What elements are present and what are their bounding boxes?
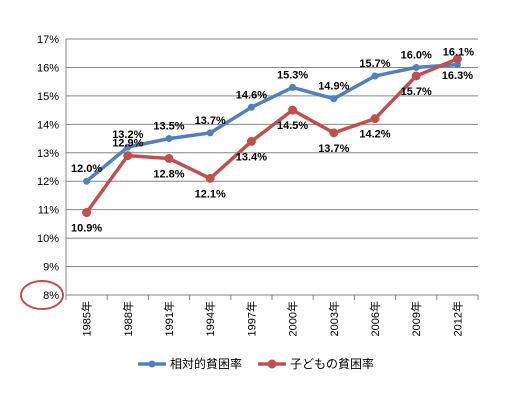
x-axis-tick-labels: 1985年 1988年 1991年 1994年 1997年 2000年 2003年 2006年… [80, 301, 465, 336]
data-point-s1-1985年 [82, 208, 92, 218]
data-label-s1-1991年: 12.8% [153, 168, 184, 180]
data-label-s1-1997年: 13.4% [236, 151, 267, 163]
y-tick-label-17pct: 17% [37, 34, 59, 46]
y-tick-label-12pct: 12% [37, 176, 59, 188]
data-labels: 12.0% 13.2% 13.5% 13.7% 14.6% 15.3% 14.9% 15.7%… [71, 47, 474, 235]
data-label-s1-2012年: 16.3% [442, 70, 473, 82]
data-point-s0-1985年 [83, 177, 91, 185]
data-point-s1-2009年 [411, 71, 421, 81]
y-axis-tick-labels: 8% 9% 10% 11% 12% 13% 14% 15% 16% 17% [37, 34, 59, 302]
x-tick-label-2000年: 2000年 [286, 301, 300, 336]
data-label-s0-2003年: 14.9% [318, 81, 349, 93]
data-label-s0-2009年: 16.0% [401, 49, 432, 61]
data-point-s1-1997年 [246, 136, 256, 146]
data-label-s1-2000年: 14.5% [277, 120, 308, 132]
data-label-s1-1994年: 12.1% [195, 188, 226, 200]
x-tick-label-2012年: 2012年 [450, 301, 464, 336]
data-point-s0-1997年 [247, 103, 255, 111]
data-point-s0-2006年 [371, 72, 379, 80]
annotation-layer [20, 280, 64, 310]
data-label-s0-1985年: 12.0% [71, 163, 102, 175]
series-line-1 [85, 57, 459, 214]
data-label-s0-2012年: 16.1% [443, 47, 474, 59]
data-point-s0-1994年 [206, 129, 214, 137]
legend-marker-0 [148, 360, 156, 368]
legend: 相対的貧困率 子どもの貧困率 [138, 356, 374, 371]
data-label-s0-1988年: 13.2% [112, 129, 143, 141]
x-tick-label-1988年: 1988年 [121, 301, 135, 336]
x-tick-label-2006年: 2006年 [368, 301, 382, 336]
data-label-s0-2006年: 15.7% [359, 58, 390, 70]
data-label-s1-1988年: 12.9% [112, 138, 143, 150]
data-point-s1-2003年 [329, 128, 339, 138]
data-label-s1-2003年: 13.7% [318, 143, 349, 155]
x-tick-label-1997年: 1997年 [244, 301, 258, 336]
y-tick-label-11pct: 11% [38, 205, 59, 217]
data-point-s0-1991年 [165, 135, 173, 143]
data-label-s1-1985年: 10.9% [71, 223, 102, 235]
series-points [82, 54, 462, 218]
data-point-s0-1988年 [124, 143, 132, 151]
x-tick-label-2009年: 2009年 [409, 301, 423, 336]
x-tick-label-1991年: 1991年 [162, 301, 176, 336]
legend-marker-1 [267, 359, 277, 369]
y-tick-label-16pct: 16% [37, 62, 59, 74]
data-label-s0-2000年: 15.3% [277, 69, 308, 81]
data-point-s1-1991年 [164, 153, 174, 163]
data-point-s0-2009年 [412, 63, 420, 71]
data-point-s0-2000年 [289, 83, 297, 91]
y-tick-label-8pct: 8% [43, 290, 59, 302]
y-tick-label-9pct: 9% [43, 262, 59, 274]
axes [65, 39, 479, 300]
x-tick-label-1985年: 1985年 [80, 301, 94, 336]
y-tick-label-15pct: 15% [37, 91, 59, 103]
series-lines [85, 57, 459, 214]
data-point-s0-2003年 [330, 95, 338, 103]
data-point-s1-2000年 [288, 105, 298, 115]
data-point-s1-1988年 [123, 151, 133, 161]
y-tick-label-14pct: 14% [37, 119, 59, 131]
data-label-s0-1991年: 13.5% [153, 121, 184, 133]
data-point-s1-2006年 [370, 114, 380, 124]
legend-label-1: 子どもの貧困率 [290, 356, 374, 371]
x-tick-label-2003年: 2003年 [327, 301, 341, 336]
data-label-s0-1994年: 13.7% [195, 115, 226, 127]
y-tick-label-13pct: 13% [37, 148, 59, 160]
data-label-s0-1997年: 14.6% [236, 89, 267, 101]
y-tick-label-10pct: 10% [37, 233, 59, 245]
data-point-s1-2012年 [452, 54, 462, 64]
series-line-0 [85, 62, 458, 183]
x-tick-label-1994年: 1994年 [203, 301, 217, 336]
data-point-s1-1994年 [205, 173, 215, 183]
legend-label-0: 相対的貧困率 [170, 356, 242, 371]
data-label-s1-2009年: 15.7% [401, 86, 432, 98]
annotation-circle [20, 280, 64, 310]
data-label-s1-2006年: 14.2% [359, 129, 390, 141]
